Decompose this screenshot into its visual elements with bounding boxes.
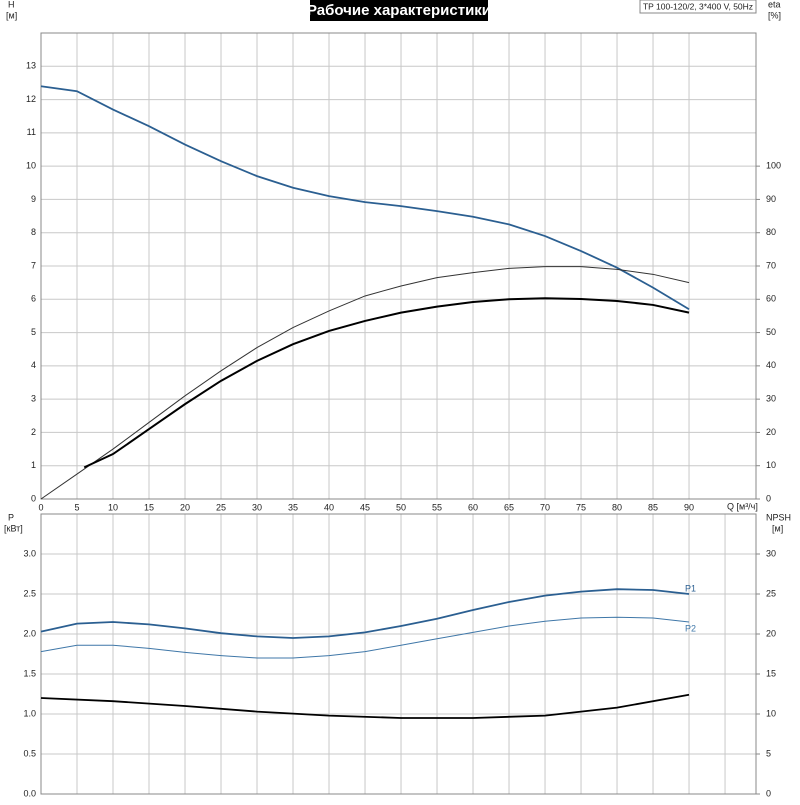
curve <box>40 266 690 500</box>
y2-tick-label: 20 <box>766 628 776 638</box>
plot-frame <box>40 513 757 795</box>
title-box <box>310 0 488 21</box>
y-tick-label: 5 <box>31 327 36 337</box>
y-tick-label: 3 <box>31 394 36 404</box>
x-tick-label: 25 <box>216 502 226 512</box>
y-tick-label: 11 <box>27 127 36 137</box>
y-tick-label: 2.5 <box>23 588 36 598</box>
y-tick-label: 1.5 <box>23 668 36 678</box>
y2-tick-label: 0 <box>766 788 771 798</box>
y2-axis-unit: [%] <box>768 10 781 20</box>
x-tick-label: 35 <box>288 502 298 512</box>
y2-tick-label: 60 <box>766 294 776 304</box>
x-tick-label: 50 <box>396 502 406 512</box>
x-tick-label: 90 <box>684 502 694 512</box>
annotation: TP 100-120/2, 3*400 V, 50Hz <box>643 1 753 11</box>
curve <box>40 588 690 639</box>
x-tick-label: 85 <box>648 502 658 512</box>
x-tick-label: 45 <box>360 502 370 512</box>
y2-tick-label: 30 <box>766 548 776 558</box>
curve <box>40 616 690 659</box>
x-tick-label: 65 <box>504 502 514 512</box>
y-tick-label: 4 <box>31 360 36 370</box>
y-axis-unit: [кВт] <box>4 523 23 533</box>
y2-axis-unit: [м] <box>772 523 783 533</box>
x-tick-label: 15 <box>144 502 154 512</box>
curve <box>40 693 690 719</box>
chart-title: Рабочие характеристики <box>307 2 491 19</box>
y2-tick-label: 70 <box>766 260 776 270</box>
y2-tick-label: 80 <box>766 227 776 237</box>
y-tick-label: 2.0 <box>23 628 36 638</box>
y2-tick-label: 30 <box>766 394 776 404</box>
y-tick-label: 0 <box>31 493 36 503</box>
y-tick-label: 6 <box>31 294 36 304</box>
y-tick-label: 13 <box>26 61 36 71</box>
y2-tick-label: 0 <box>766 493 771 503</box>
x-tick-label: 75 <box>576 502 586 512</box>
x-tick-label: 20 <box>180 502 190 512</box>
y2-axis-label: NPSH <box>766 512 791 522</box>
x-tick-label: 30 <box>252 502 262 512</box>
curve-label: P1 <box>685 583 696 593</box>
y2-tick-label: 90 <box>766 194 776 204</box>
y2-tick-label: 50 <box>766 327 776 337</box>
x-axis-label: Q [м³/ч] <box>727 501 758 511</box>
y2-tick-label: 20 <box>766 427 776 437</box>
plot-frame <box>40 32 757 500</box>
y2-tick-label: 25 <box>766 588 776 598</box>
x-tick-label: 0 <box>38 502 43 512</box>
curve <box>83 297 690 469</box>
x-tick-label: 55 <box>432 502 442 512</box>
x-tick-label: 70 <box>540 502 550 512</box>
y-tick-label: 0.0 <box>23 788 36 798</box>
curve-label: P2 <box>685 623 696 633</box>
y-tick-label: 0.5 <box>23 748 36 758</box>
y-tick-label: 12 <box>26 94 36 104</box>
y-tick-label: 7 <box>31 260 36 270</box>
y2-tick-label: 10 <box>766 708 776 718</box>
x-tick-label: 10 <box>108 502 118 512</box>
y2-tick-label: 5 <box>766 748 771 758</box>
y-tick-label: 10 <box>26 161 36 171</box>
y-axis-label: H <box>8 0 15 9</box>
x-tick-label: 60 <box>468 502 478 512</box>
annotation-box <box>639 0 757 14</box>
y-tick-label: 1.0 <box>23 708 36 718</box>
y2-axis-label: eta <box>768 0 781 9</box>
y-tick-label: 1 <box>31 460 36 470</box>
y-tick-label: 2 <box>31 427 36 437</box>
y-tick-label: 8 <box>31 227 36 237</box>
x-tick-label: 80 <box>612 502 622 512</box>
x-tick-label: 5 <box>74 502 79 512</box>
x-tick-label: 40 <box>324 502 334 512</box>
y2-tick-label: 15 <box>766 668 776 678</box>
y2-tick-label: 40 <box>766 360 776 370</box>
y-axis-unit: [м] <box>6 10 17 20</box>
y-axis-label: P <box>8 512 14 522</box>
curve <box>40 85 690 311</box>
y2-tick-label: 10 <box>766 460 776 470</box>
y2-tick-label: 100 <box>766 161 781 171</box>
y-tick-label: 9 <box>31 194 36 204</box>
y-tick-label: 3.0 <box>23 548 36 558</box>
